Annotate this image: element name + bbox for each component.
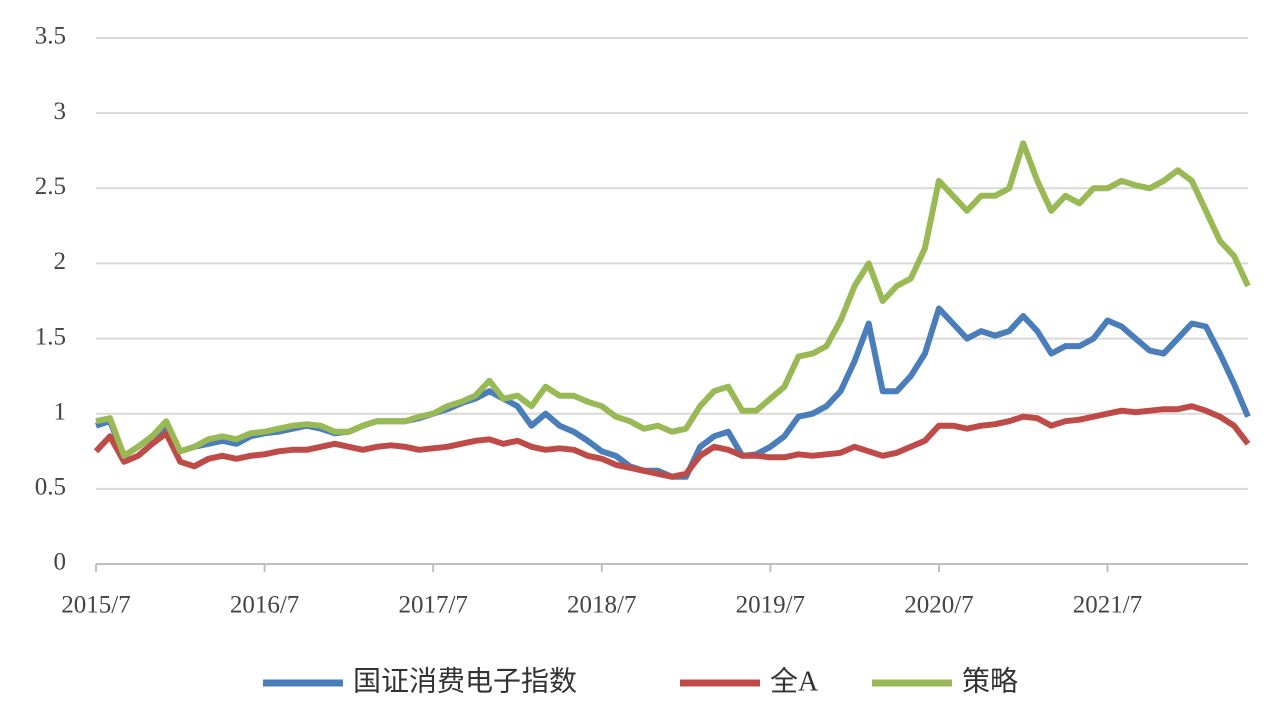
legend-label: 全A [770,665,819,697]
y-tick-label: 1 [54,398,67,425]
y-tick-label: 1.5 [35,323,66,350]
series-line [93,403,1251,480]
y-tick-label: 2.5 [35,173,66,200]
y-tick-label: 0.5 [35,474,66,501]
legend-label: 国证消费电子指数 [353,665,577,697]
x-tick-label: 2017/7 [398,592,467,619]
x-tick-label: 2015/7 [61,592,130,619]
x-tick-label: 2018/7 [567,592,636,619]
x-tick-label: 2019/7 [736,592,805,619]
legend-label: 策略 [962,665,1018,697]
y-tick-label: 3 [54,98,67,125]
y-tick-label: 3.5 [35,23,66,50]
y-tick-label: 2 [54,248,67,275]
x-tick-label: 2016/7 [230,592,299,619]
series-line [95,140,1251,459]
x-tick-label: 2020/7 [904,592,973,619]
y-tick-label: 0 [54,549,67,576]
x-tick-label: 2021/7 [1073,592,1142,619]
